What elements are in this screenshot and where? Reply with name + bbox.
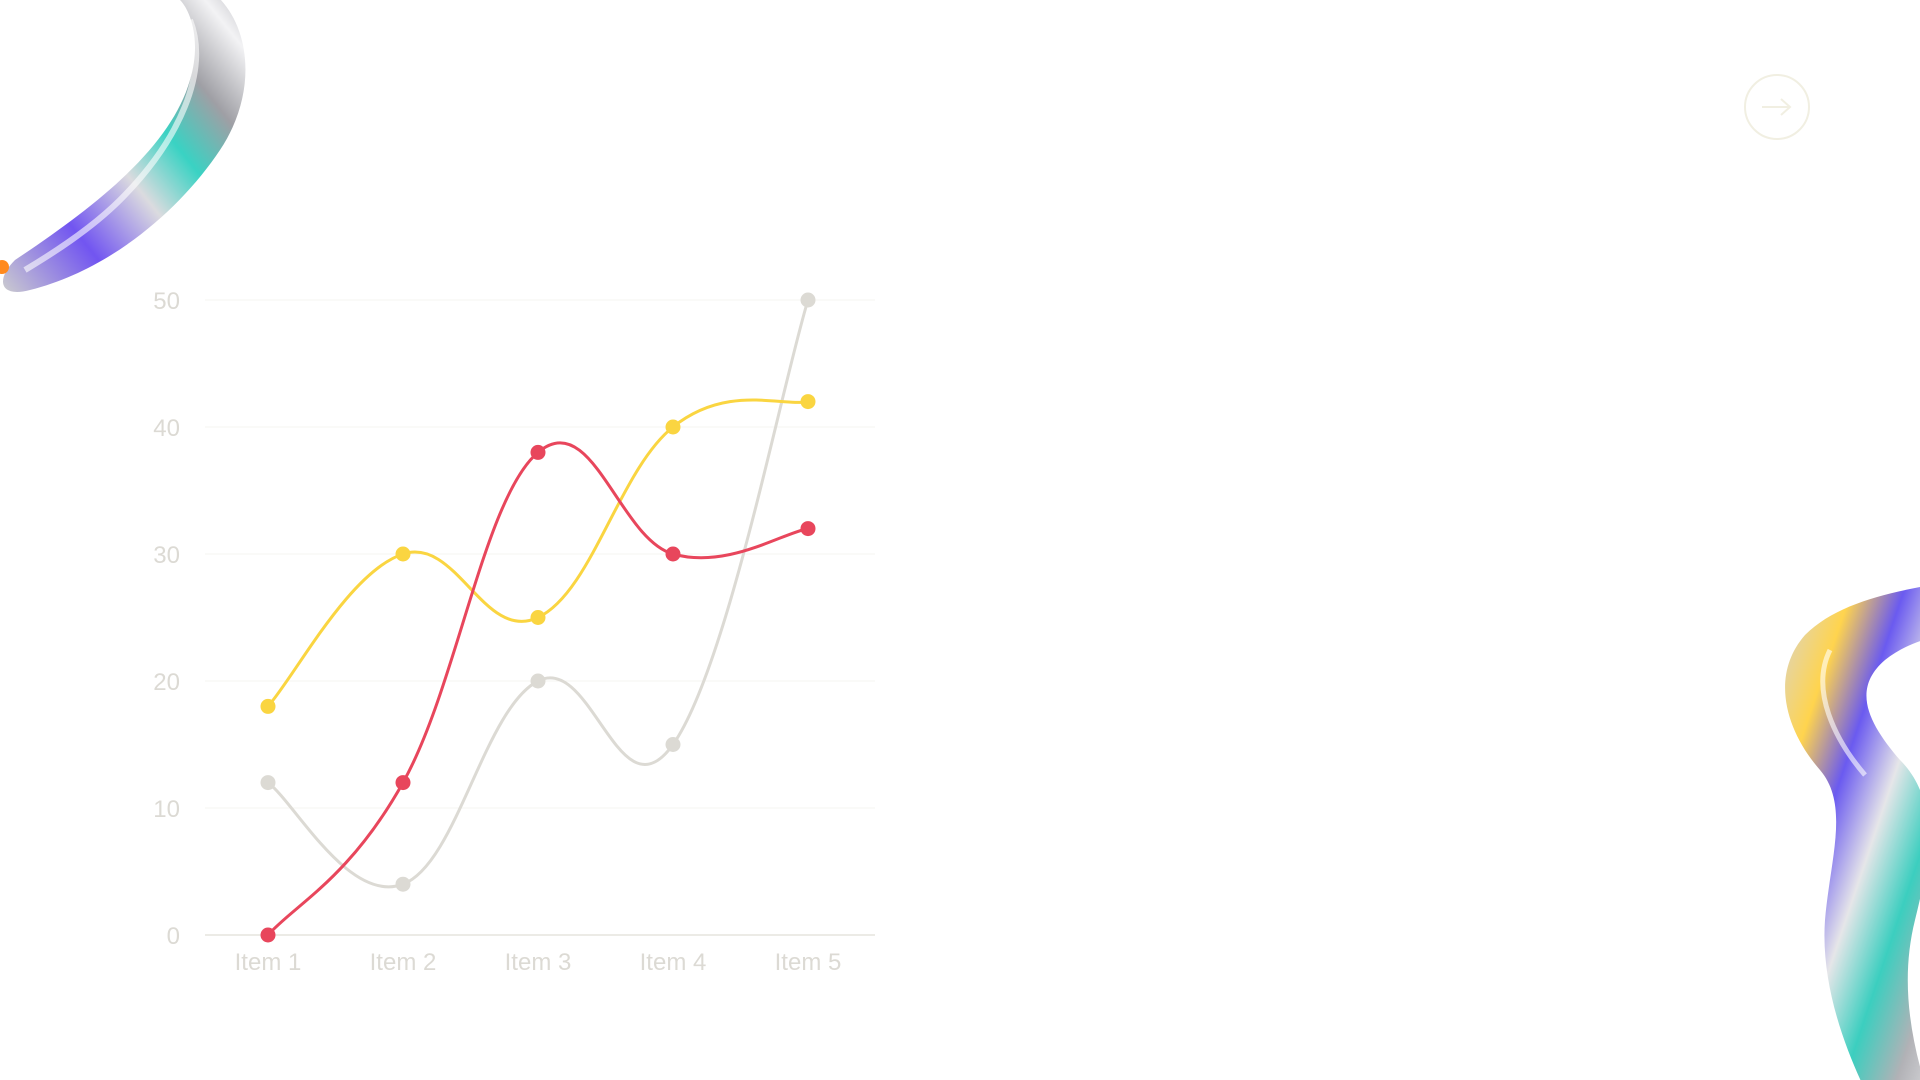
x-tick-label: Item 4 — [640, 949, 707, 976]
data-point-series-0-item-2 — [395, 876, 411, 892]
data-point-series-2-item-2 — [395, 775, 411, 791]
x-tick-label: Item 1 — [235, 949, 302, 976]
data-point-series-1-item-3 — [530, 610, 546, 625]
series-line-0 — [266, 298, 810, 889]
y-tick-label: 20 — [153, 669, 180, 696]
data-point-series-1-item-4 — [665, 419, 681, 435]
y-tick-label: 10 — [153, 796, 180, 823]
data-point-series-2-item-5 — [800, 521, 816, 537]
y-tick-label: 50 — [153, 288, 180, 315]
x-tick-label: Item 5 — [775, 949, 842, 976]
x-axis-ticks: Item 1 Item 2 Item 3 Item 4 Item 5 — [235, 949, 842, 976]
data-point-series-2-item-3 — [530, 444, 546, 460]
data-point-series-1-item-5 — [800, 394, 816, 410]
y-axis-ticks: 0 10 20 30 40 50 — [153, 288, 180, 950]
data-point-series-1-item-1 — [260, 698, 276, 714]
data-point-series-0-item-5 — [800, 292, 816, 308]
x-tick-label: Item 3 — [505, 949, 572, 976]
grid-lines — [205, 299, 875, 936]
series-line-2 — [266, 441, 810, 937]
data-point-series-0-item-3 — [530, 673, 546, 689]
arrow-right-icon — [1762, 98, 1792, 116]
y-tick-label: 40 — [153, 415, 180, 442]
series-points — [260, 292, 816, 943]
data-point-series-0-item-1 — [260, 775, 276, 791]
next-slide-button[interactable] — [1744, 74, 1810, 140]
data-point-series-0-item-4 — [665, 737, 681, 752]
y-tick-label: 0 — [167, 923, 180, 950]
data-point-series-2-item-4 — [665, 546, 681, 562]
data-point-series-2-item-1 — [260, 927, 276, 943]
y-tick-label: 30 — [153, 542, 180, 569]
data-point-series-1-item-2 — [395, 546, 411, 562]
x-tick-label: Item 2 — [370, 949, 437, 976]
